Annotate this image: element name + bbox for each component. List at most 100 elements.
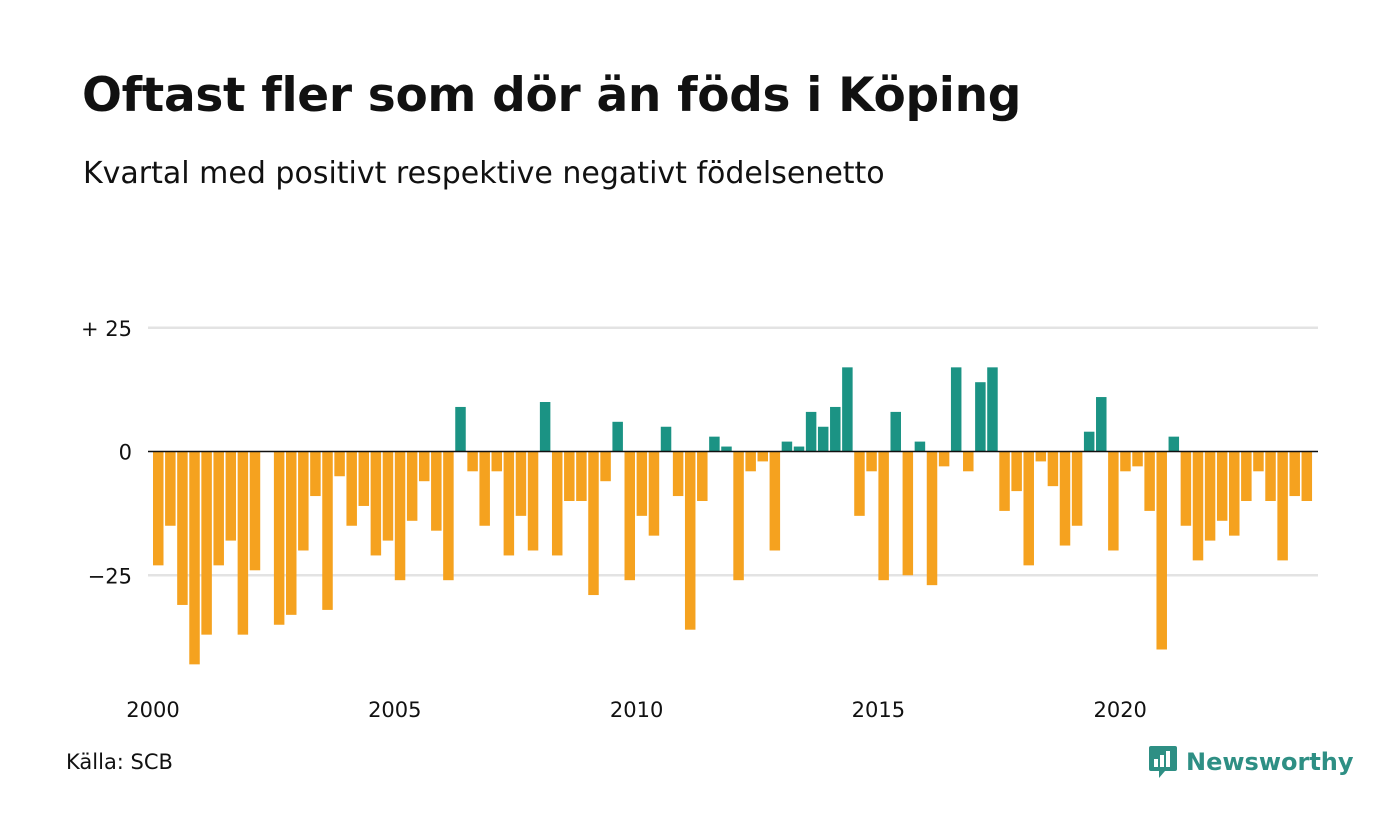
bar-negative <box>902 451 914 576</box>
bar-negative <box>153 451 164 566</box>
bar-negative <box>165 451 176 526</box>
bar-positive <box>842 367 853 452</box>
bar-negative <box>370 451 382 556</box>
bar-negative <box>1120 451 1131 472</box>
bar-positive <box>660 426 672 452</box>
bar-negative <box>479 451 490 526</box>
brand-logo: Newsworthy <box>1148 744 1354 780</box>
bar-negative <box>878 451 889 581</box>
bar-positive <box>830 406 841 452</box>
x-tick-label: 2015 <box>852 698 905 722</box>
bar-positive <box>817 426 829 452</box>
bar-negative <box>237 451 249 635</box>
bar-positive <box>1083 431 1095 452</box>
bar-negative <box>285 451 297 615</box>
bar-positive <box>455 406 466 452</box>
bar-negative <box>249 451 261 571</box>
bar-negative <box>431 451 442 531</box>
bar-negative <box>334 451 345 477</box>
bar-negative <box>213 451 224 566</box>
bar-negative <box>467 451 478 472</box>
bar-positive <box>721 446 732 452</box>
bar-positive <box>914 441 926 452</box>
bar-negative <box>600 451 611 482</box>
bar-negative <box>1180 451 1192 526</box>
bar-negative <box>1216 451 1228 521</box>
bar-negative <box>1011 451 1022 492</box>
bar-positive <box>1168 436 1180 452</box>
brand-name: Newsworthy <box>1186 748 1354 776</box>
bar-positive <box>539 402 551 452</box>
bar-negative <box>406 451 418 521</box>
bar-negative <box>854 451 865 516</box>
bar-negative <box>527 451 539 551</box>
bar-negative <box>866 451 877 472</box>
bar-positive <box>793 446 805 452</box>
bar-negative <box>576 451 587 501</box>
bar-negative <box>999 451 1010 511</box>
bar-negative <box>963 451 974 472</box>
bar-negative <box>1204 451 1216 541</box>
bar-negative <box>564 451 575 501</box>
bar-negative <box>684 451 696 630</box>
y-tick-label: + 25 <box>81 317 132 341</box>
bar-negative <box>225 451 237 541</box>
bar-negative <box>1023 451 1034 566</box>
bar-negative <box>769 451 781 551</box>
bar-negative <box>624 451 636 581</box>
x-tick-label: 2000 <box>126 698 179 722</box>
bar-positive <box>950 367 962 452</box>
bar-negative <box>1059 451 1071 546</box>
x-tick-label: 2020 <box>1093 698 1146 722</box>
bar-negative <box>310 451 321 497</box>
chart-subtitle: Kvartal med positivt respektive negativt… <box>83 156 885 191</box>
bar-chart: + 25 0 −25 2000 2005 2010 2015 2020 <box>81 317 1318 722</box>
bar-negative <box>636 451 648 516</box>
bar-negative <box>189 451 200 665</box>
bar-negative <box>1108 451 1119 551</box>
bar-negative <box>1132 451 1143 467</box>
bar-negative <box>745 451 756 472</box>
bar-negative <box>1289 451 1300 497</box>
chart-title: Oftast fler som dör än föds i Köping <box>82 68 1022 123</box>
bar-negative <box>1035 451 1047 462</box>
bar-negative <box>1301 451 1313 501</box>
bar-negative <box>648 451 660 536</box>
bar-negative <box>201 451 212 635</box>
bar-negative <box>394 451 406 581</box>
bar-negative <box>358 451 370 506</box>
bar-positive <box>709 436 720 452</box>
bar-positive <box>987 367 998 452</box>
bar-negative <box>551 451 563 556</box>
bar-negative <box>515 451 527 516</box>
bar-negative <box>346 451 357 526</box>
bar-negative <box>1071 451 1083 526</box>
y-tick-label: 0 <box>119 441 132 465</box>
bar-positive <box>1096 397 1107 452</box>
bar-positive <box>975 382 986 452</box>
bar-negative <box>926 451 938 586</box>
newsworthy-logo-icon <box>1149 746 1177 778</box>
bar-negative <box>733 451 744 581</box>
bar-negative <box>1277 451 1288 561</box>
bar-negative <box>697 451 708 501</box>
bar-positive <box>612 421 623 452</box>
bar-negative <box>491 451 503 472</box>
bar-negative <box>672 451 684 497</box>
bar-negative <box>322 451 333 610</box>
x-tick-label: 2010 <box>610 698 663 722</box>
bar-negative <box>1156 451 1167 650</box>
bar-negative <box>938 451 950 467</box>
axes: + 25 0 −25 2000 2005 2010 2015 2020 <box>81 317 1318 722</box>
bar-negative <box>1047 451 1059 487</box>
bar-negative <box>1192 451 1204 561</box>
bar-negative <box>1229 451 1240 536</box>
y-tick-label: −25 <box>88 564 132 588</box>
bar-negative <box>1241 451 1252 501</box>
source-note: Källa: SCB <box>66 750 173 774</box>
bar-positive <box>805 411 817 452</box>
bar-negative <box>503 451 515 556</box>
bar-negative <box>273 451 285 625</box>
bar-negative <box>1253 451 1264 472</box>
x-tick-label: 2005 <box>368 698 421 722</box>
